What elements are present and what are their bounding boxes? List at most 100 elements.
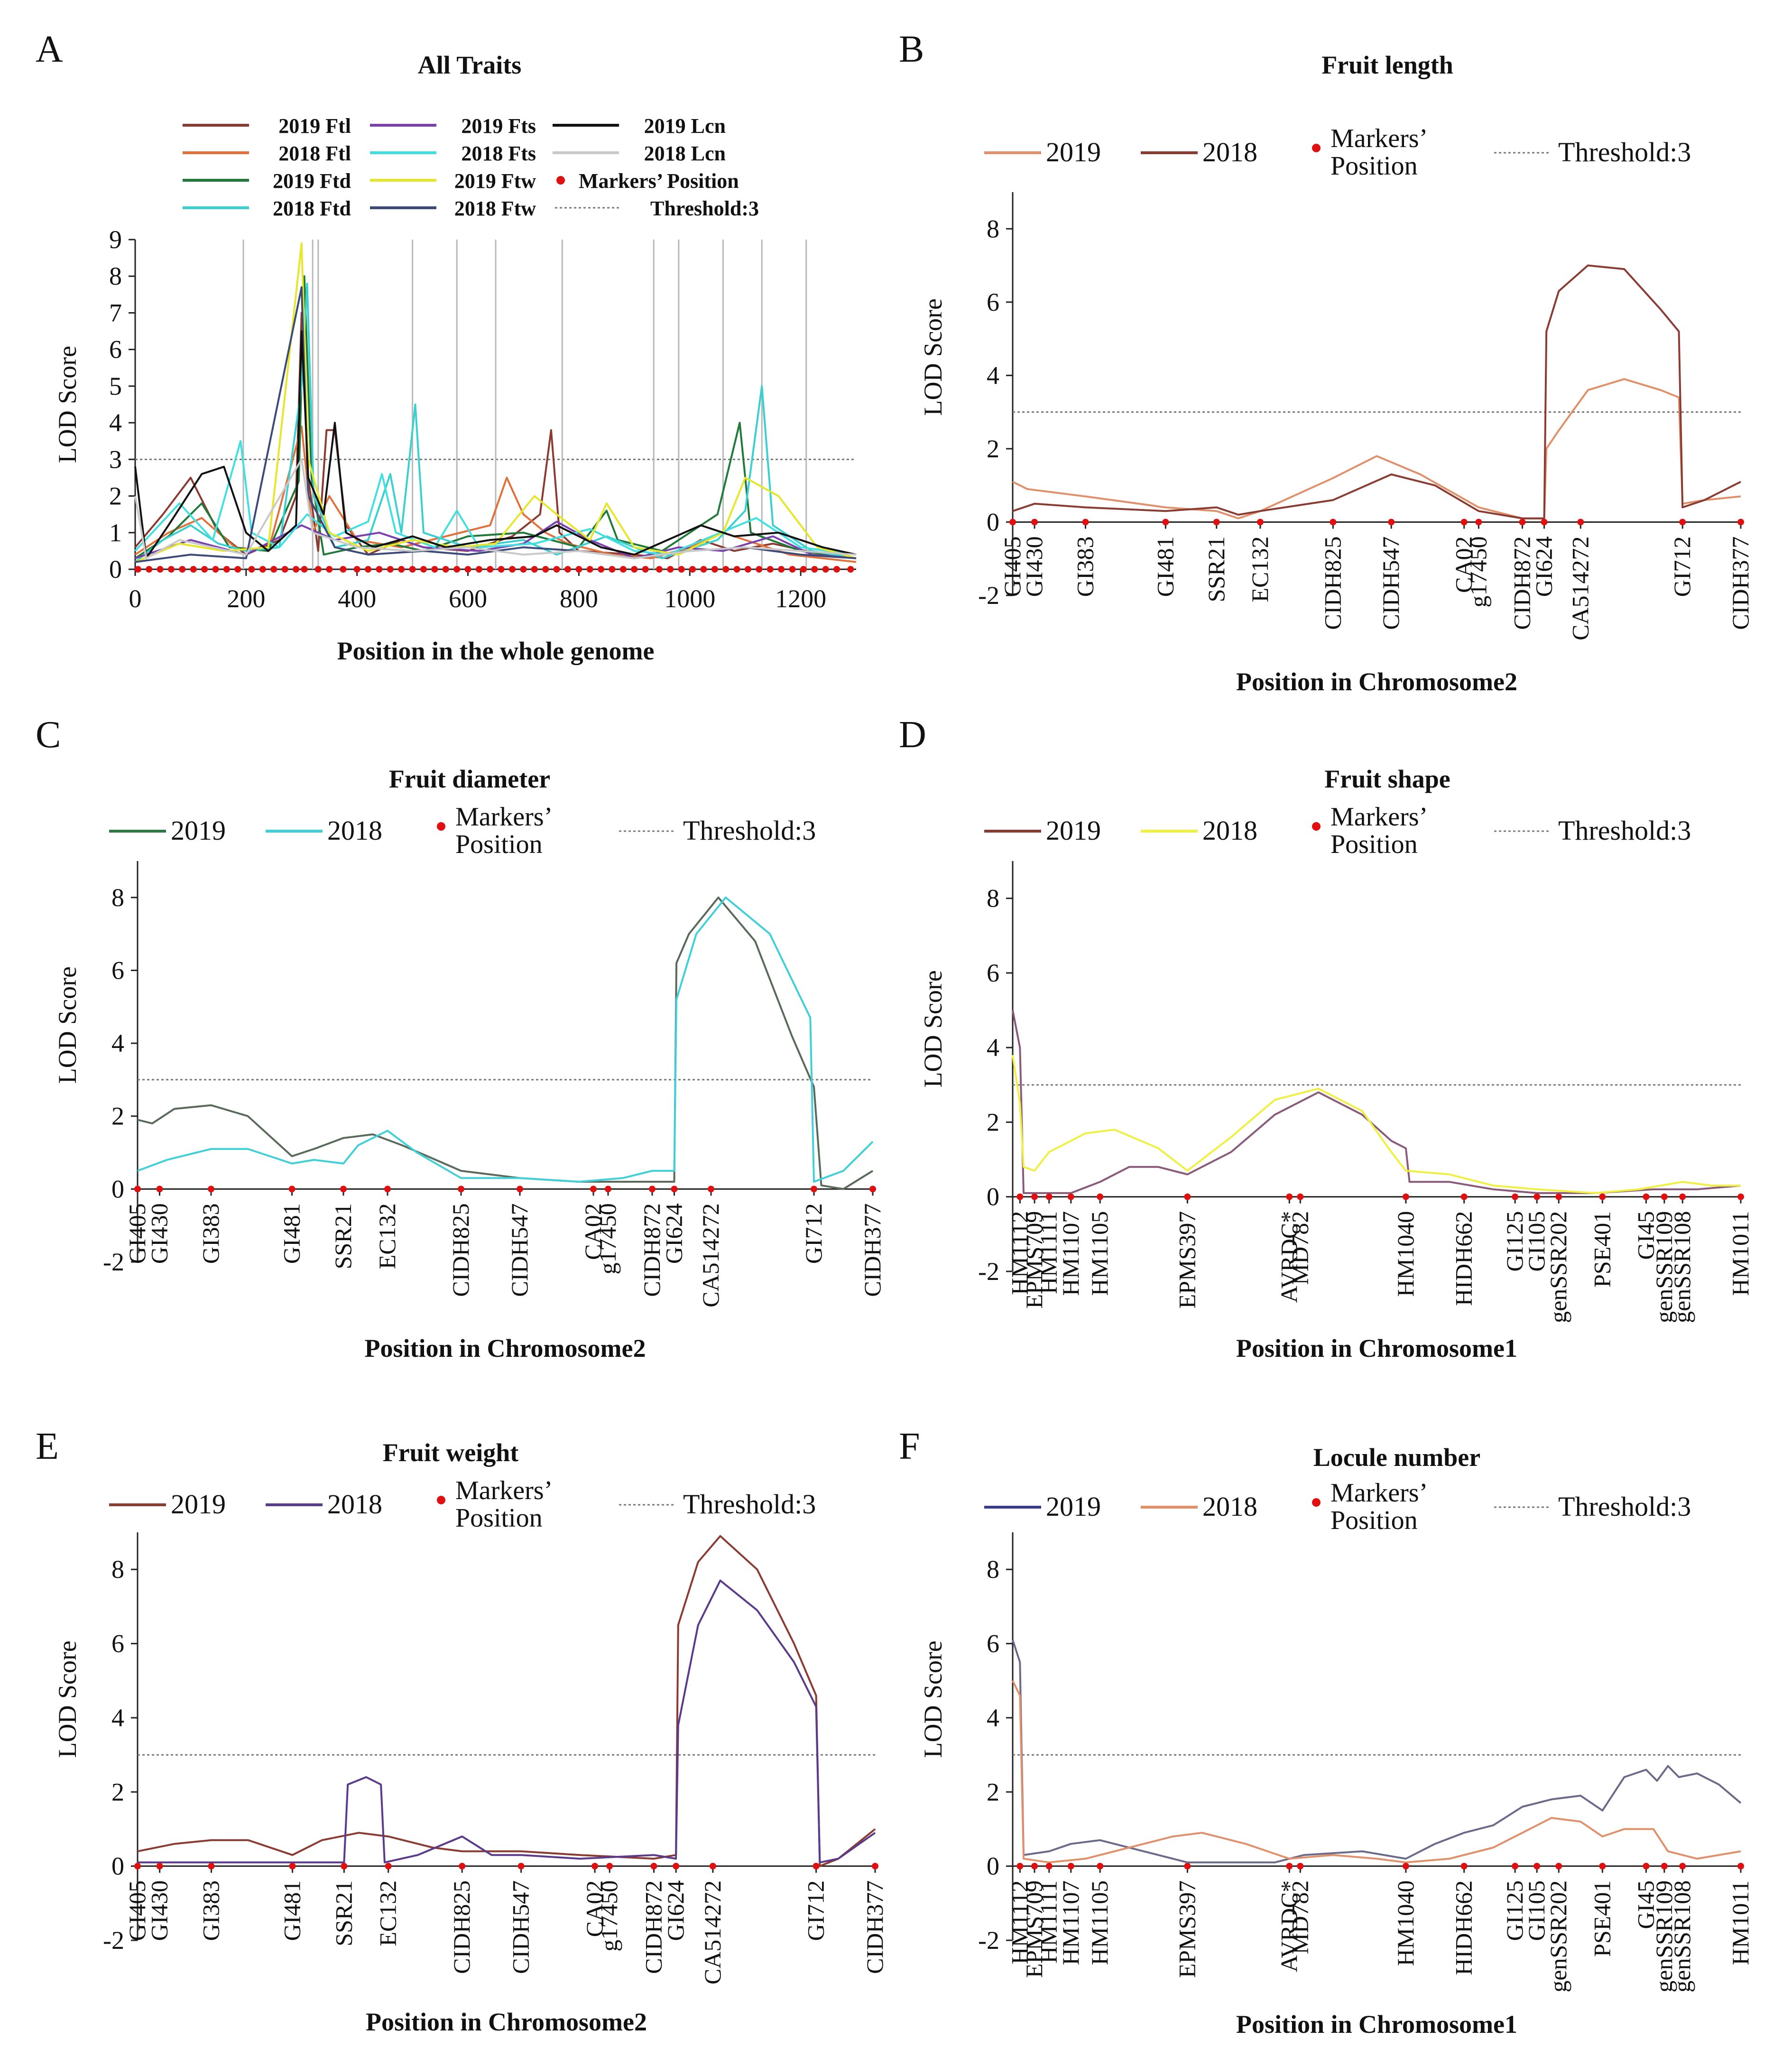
marker-dot — [1541, 519, 1548, 526]
marker-dot — [459, 1863, 466, 1870]
marker-dot — [671, 1186, 678, 1193]
marker-label: genSSR202 — [1545, 1881, 1571, 1992]
marker-dot — [1184, 1863, 1191, 1870]
marker-label: GI125 — [1501, 1881, 1528, 1941]
marker-label: HM1112 — [1006, 1881, 1033, 1965]
marker-label: GI624 — [661, 1203, 687, 1264]
marker-label: HM1107 — [1057, 1881, 1084, 1965]
marker-dot — [872, 1863, 878, 1870]
marker-label: HIDH662 — [1450, 1211, 1477, 1306]
marker-label: CA514272 — [1567, 536, 1593, 640]
marker-label: g17450 — [594, 1203, 621, 1274]
marker-dot — [409, 566, 416, 573]
marker-dot — [314, 566, 322, 573]
panel-A: A All Traits 0 1 2 3 4 5 6 7 8 9 LOD Score Position i… — [36, 28, 857, 665]
marker-dot — [745, 566, 751, 573]
y-axis-label: LOD Score — [53, 966, 82, 1084]
marker-label: CIDH825 — [1319, 536, 1346, 630]
marker-label: GI405 — [124, 1881, 150, 1941]
marker-dot — [1555, 1193, 1562, 1200]
marker-label: GI624 — [1531, 536, 1557, 597]
marker-dot — [591, 1863, 599, 1870]
y-tick-label: 0 — [987, 1183, 999, 1211]
y-tick-label: 0 — [109, 555, 122, 584]
marker-label: CA514272 — [699, 1881, 726, 1984]
marker-dot — [190, 566, 197, 573]
marker-dot — [1533, 1863, 1541, 1870]
series-line-2018 — [138, 1579, 876, 1863]
x-axis-label: Position in Chromosome1 — [1236, 2010, 1517, 2039]
legend-label: 2019 — [1046, 815, 1101, 846]
y-tick-label: 2 — [111, 1102, 124, 1131]
legend-markers-label-2: Position — [455, 1503, 543, 1533]
x-axis-label: Position in Chromosome1 — [1236, 1334, 1517, 1362]
marker-dot — [1067, 1863, 1074, 1870]
marker-dot — [778, 566, 785, 573]
y-tick-label: 4 — [987, 1033, 999, 1062]
marker-label: HM1112 — [1006, 1211, 1033, 1295]
panel-letter: E — [36, 1426, 59, 1467]
y-tick-label: 0 — [987, 1852, 999, 1881]
y-tick-label: 6 — [987, 288, 999, 316]
chart-title: All Traits — [418, 51, 522, 79]
marker-label: GI430 — [146, 1203, 173, 1264]
marker-label: GI405 — [124, 1203, 150, 1264]
marker-dot — [1737, 1863, 1744, 1870]
x-tick-label: 200 — [227, 584, 265, 613]
legend-markers-label-2: Position — [1330, 1506, 1418, 1535]
legend-label: 2018 — [327, 815, 382, 846]
marker-dot — [1737, 1193, 1744, 1200]
marker-dot — [248, 566, 255, 573]
marker-label: PSE401 — [1589, 1881, 1615, 1957]
marker-dot — [326, 566, 333, 573]
marker-label: GI481 — [279, 1881, 305, 1941]
marker-label: HM1011 — [1727, 1211, 1754, 1296]
legend-label: 2018 Ftd — [273, 197, 351, 220]
marker-dot — [1402, 1863, 1409, 1870]
marker-label: genSSR202 — [1545, 1211, 1571, 1323]
marker-dot — [288, 1186, 296, 1193]
marker-dot — [1512, 1863, 1519, 1870]
marker-label: HM1040 — [1392, 1211, 1419, 1297]
marker-label: HIDH662 — [1450, 1881, 1477, 1975]
marker-label: GI45 — [1632, 1211, 1659, 1260]
marker-dot — [156, 1186, 163, 1193]
marker-dot — [1679, 519, 1686, 526]
marker-dot — [1460, 1193, 1468, 1200]
x-axis-label: Position in Chromosome2 — [364, 1334, 646, 1362]
legend-marker-dot — [437, 1496, 445, 1504]
marker-dot — [656, 566, 663, 573]
marker-dot — [650, 1863, 657, 1870]
series-line-2018 — [1012, 1680, 1741, 1863]
marker-dot — [673, 1863, 680, 1870]
legend-label: 2018 — [327, 1489, 382, 1520]
marker-dot — [156, 1863, 163, 1870]
marker-dot — [208, 1863, 215, 1870]
marker-dot — [1661, 1193, 1668, 1200]
marker-label: genSSR109 — [1651, 1881, 1677, 1992]
y-tick-label: -2 — [103, 1248, 124, 1276]
marker-dot — [1297, 1193, 1304, 1200]
marker-dot — [642, 566, 649, 573]
marker-dot — [146, 566, 153, 573]
legend-label: 2018 — [1202, 137, 1257, 167]
marker-dot — [376, 566, 383, 573]
marker-dot — [134, 566, 141, 573]
marker-dot — [464, 566, 471, 573]
legend-label: 2018 — [1202, 815, 1257, 846]
marker-label: EC132 — [374, 1203, 400, 1269]
legend-marker-dot — [437, 822, 445, 831]
marker-dot — [700, 566, 707, 573]
marker-label: g17450 — [1465, 536, 1491, 607]
marker-label: GI105 — [1523, 1881, 1550, 1941]
marker-dot — [168, 566, 175, 573]
legend-marker-dot — [556, 176, 565, 185]
marker-label: EPMS709 — [1021, 1881, 1047, 1978]
marker-label: EPMS397 — [1173, 1211, 1200, 1309]
marker-dot — [575, 566, 582, 573]
legend-threshold-label: Threshold:3 — [683, 1489, 816, 1520]
series-line-2018 — [1012, 264, 1741, 519]
y-tick-label: 2 — [987, 435, 999, 463]
marker-label: CIDH825 — [447, 1203, 474, 1297]
y-tick-label: -2 — [103, 1926, 124, 1955]
